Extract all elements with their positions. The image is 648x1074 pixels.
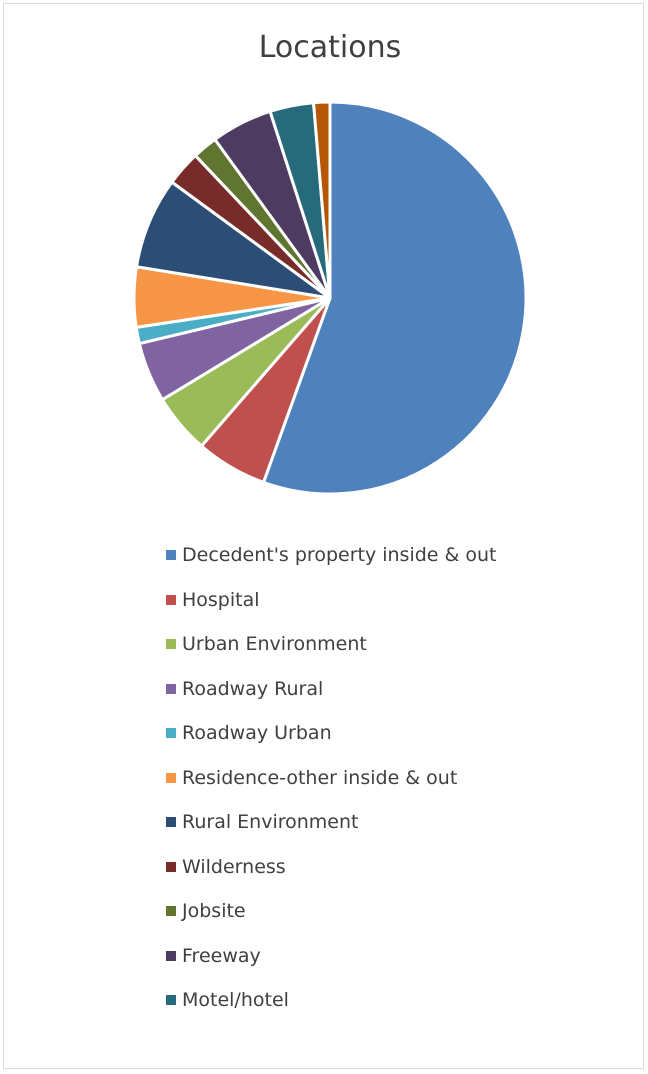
legend-item: Freeway — [166, 934, 497, 979]
pie-slice-11 — [312, 100, 332, 300]
legend-swatch — [166, 639, 176, 650]
legend-label: Motel/hotel — [182, 989, 289, 1012]
legend-item: Wilderness — [166, 845, 497, 890]
legend-swatch — [166, 594, 176, 605]
legend-label: Roadway Rural — [182, 677, 324, 700]
chart-legend: Decedent's property inside & out Hospital… — [166, 533, 497, 1023]
legend-swatch — [166, 906, 176, 917]
legend-item: Jobsite — [166, 889, 497, 934]
legend-item: Roadway Rural — [166, 667, 497, 712]
legend-item: Motel/hotel — [166, 978, 497, 1023]
legend-label: Residence-other inside & out — [182, 766, 458, 789]
legend-label: Hospital — [182, 588, 260, 611]
legend-item: Decedent's property inside & out — [166, 533, 497, 578]
legend-item: Hospital — [166, 578, 497, 623]
legend-swatch — [166, 817, 176, 828]
legend-item: Residence-other inside & out — [166, 756, 497, 801]
legend-swatch — [166, 683, 176, 694]
legend-label: Urban Environment — [182, 633, 367, 656]
legend-label: Rural Environment — [182, 811, 359, 834]
legend-swatch — [166, 861, 176, 872]
legend-swatch — [166, 995, 176, 1006]
legend-swatch — [166, 772, 176, 783]
legend-swatch — [166, 550, 176, 561]
chart-title: Locations — [258, 30, 402, 65]
legend-label: Roadway Urban — [182, 722, 332, 745]
legend-swatch — [166, 728, 176, 739]
legend-label: Wilderness — [182, 855, 286, 878]
legend-item: Roadway Urban — [166, 711, 497, 756]
legend-swatch — [166, 950, 176, 961]
pie-slice-0 — [261, 100, 528, 496]
legend-label: Jobsite — [182, 900, 246, 923]
legend-label: Decedent's property inside & out — [182, 544, 497, 567]
legend-item: Rural Environment — [166, 800, 497, 845]
legend-label: Freeway — [182, 944, 261, 967]
legend-item: Urban Environment — [166, 622, 497, 667]
